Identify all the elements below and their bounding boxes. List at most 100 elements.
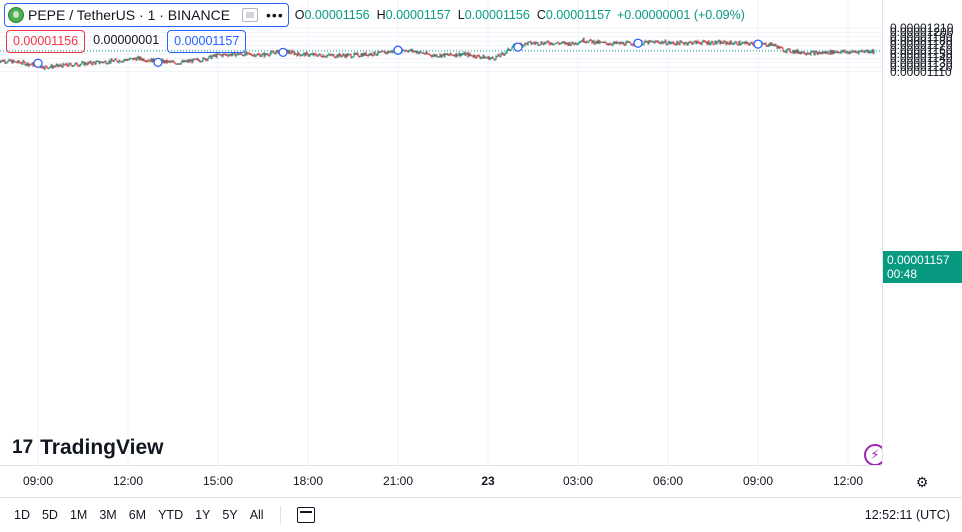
range-button-1m[interactable]: 1M xyxy=(69,508,88,522)
candle xyxy=(122,59,124,63)
event-marker[interactable] xyxy=(633,38,643,48)
candle xyxy=(469,52,471,57)
range-button-ytd[interactable]: YTD xyxy=(158,508,184,522)
event-marker[interactable] xyxy=(393,45,403,55)
event-marker[interactable] xyxy=(33,58,43,68)
candle xyxy=(734,40,736,44)
time-axis[interactable]: 09:00 12:00 15:00 18:00 21:00 23 03:00 06:00 09:… xyxy=(0,465,882,497)
price-axis[interactable]: 0.00001210 0.00001200 0.00001190 0.00001180… xyxy=(882,0,962,465)
candle xyxy=(228,53,230,57)
range-button-1y[interactable]: 1Y xyxy=(195,508,211,522)
candle xyxy=(582,38,584,43)
tradingview-watermark[interactable]: 17 TradingView xyxy=(12,436,163,460)
candle xyxy=(183,59,185,63)
candle xyxy=(741,41,743,45)
candle xyxy=(168,60,170,63)
candle xyxy=(292,49,294,53)
candle xyxy=(647,40,649,45)
candle xyxy=(28,64,30,68)
candle xyxy=(74,62,76,67)
candle xyxy=(76,62,78,66)
candle xyxy=(222,52,224,58)
candle xyxy=(250,52,252,56)
sell-button[interactable]: 0.00001156 xyxy=(6,30,86,53)
symbol-box[interactable]: PEPE / TetherUS · 1 · BINANCE ••• xyxy=(4,3,289,27)
price-tick-label: 0.00001110 xyxy=(890,64,952,79)
range-button-6m[interactable]: 6M xyxy=(128,508,147,522)
candle xyxy=(622,41,624,45)
candle xyxy=(345,53,347,59)
candle xyxy=(727,41,729,45)
candle xyxy=(386,51,388,55)
price-chart[interactable] xyxy=(0,0,882,465)
candle xyxy=(99,61,101,65)
candle xyxy=(677,40,679,44)
candle xyxy=(4,59,6,65)
candle xyxy=(725,41,727,46)
candle xyxy=(412,49,414,54)
utc-clock[interactable]: 12:52:11 (UTC) xyxy=(864,508,950,522)
candle xyxy=(355,52,357,56)
candle xyxy=(151,58,153,63)
symbol-title[interactable]: PEPE / TetherUS · 1 · BINANCE xyxy=(28,7,231,23)
candle xyxy=(873,49,875,55)
event-marker[interactable] xyxy=(753,39,763,49)
chart-area[interactable]: PEPE / TetherUS · 1 · BINANCE ••• O 0.00… xyxy=(0,0,882,465)
candle xyxy=(610,42,612,46)
candle xyxy=(75,62,77,65)
range-button-3m[interactable]: 3M xyxy=(99,508,117,522)
more-options-icon[interactable]: ••• xyxy=(266,7,284,23)
range-button-all[interactable]: All xyxy=(249,508,264,522)
candle xyxy=(438,56,440,58)
candle xyxy=(167,60,169,64)
range-button-1d[interactable]: 1D xyxy=(14,508,30,522)
candle xyxy=(451,54,453,56)
settings-gear-icon[interactable]: ⚙ xyxy=(915,474,929,490)
candle xyxy=(747,41,749,46)
candle xyxy=(657,40,659,43)
calendar-icon[interactable] xyxy=(296,507,315,523)
candle xyxy=(574,42,576,45)
event-marker[interactable] xyxy=(513,42,523,52)
candle xyxy=(788,47,790,50)
bolt-icon[interactable]: ⚡ xyxy=(864,444,882,465)
candle xyxy=(703,39,705,43)
buy-button[interactable]: 0.00001157 xyxy=(167,30,247,53)
candle xyxy=(409,49,411,52)
candle xyxy=(215,53,217,58)
candle xyxy=(260,54,262,57)
candle xyxy=(51,63,53,70)
range-button-5d[interactable]: 5D xyxy=(41,508,58,522)
candle xyxy=(576,43,578,45)
price-tick-label: 0.00001120 xyxy=(890,60,953,75)
candle xyxy=(578,40,580,45)
candle xyxy=(434,54,436,58)
candle xyxy=(184,60,186,63)
candle xyxy=(93,61,95,63)
candle xyxy=(862,49,864,53)
candle xyxy=(113,59,115,63)
candle xyxy=(445,53,447,55)
candle xyxy=(596,40,598,44)
candle xyxy=(487,55,489,60)
candle xyxy=(598,39,600,44)
candle xyxy=(583,37,585,44)
event-marker[interactable] xyxy=(153,57,163,68)
candle xyxy=(24,61,26,66)
time-tick-label: 06:00 xyxy=(652,474,684,488)
candle xyxy=(524,42,526,47)
range-button-5y[interactable]: 5Y xyxy=(222,508,238,522)
candle xyxy=(868,49,870,54)
candle xyxy=(248,52,250,56)
candle xyxy=(110,58,112,64)
candle xyxy=(676,40,678,46)
hide-series-icon[interactable] xyxy=(242,8,259,22)
candle xyxy=(253,53,255,57)
candle xyxy=(548,40,550,45)
candle xyxy=(142,58,144,62)
candle xyxy=(562,40,564,44)
candle xyxy=(656,40,658,44)
candle xyxy=(211,55,213,60)
event-marker[interactable] xyxy=(278,47,288,58)
candle xyxy=(290,51,292,55)
